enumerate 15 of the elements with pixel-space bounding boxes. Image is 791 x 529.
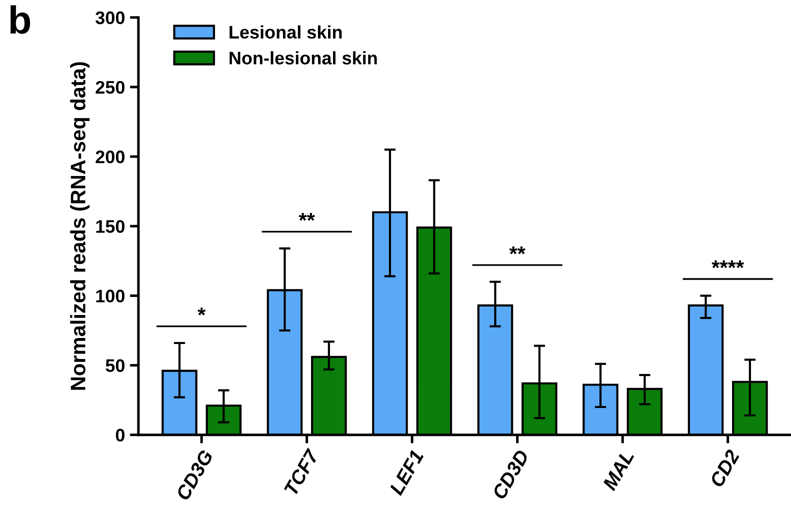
annotation: *	[198, 308, 206, 316]
y-tick-label: 100	[96, 290, 124, 302]
annotation: **	[509, 246, 526, 254]
y-tick-label: 50	[106, 359, 124, 372]
legend-label: Non-lesional skin	[230, 51, 377, 64]
y-tick-label: 200	[96, 150, 124, 164]
y-axis-title: Normalized reads (RNA-seq data)	[70, 62, 90, 390]
legend-label: Lesional skin	[230, 25, 342, 39]
y-tick-label: 150	[96, 220, 124, 233]
y-tick-label: 0	[116, 428, 124, 442]
y-tick-label: 250	[96, 80, 124, 94]
text: b	[10, 5, 30, 34]
annotation: **	[298, 213, 315, 221]
annotation: ****	[712, 260, 744, 268]
y-tick-label: 300	[96, 11, 124, 24]
